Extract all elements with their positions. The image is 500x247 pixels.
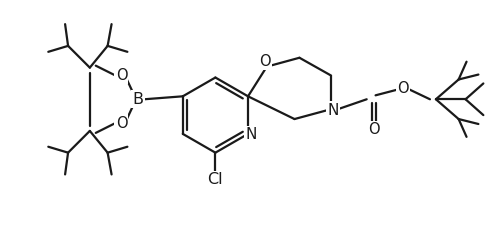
Text: N: N bbox=[246, 127, 256, 142]
Text: O: O bbox=[116, 116, 128, 130]
Text: O: O bbox=[116, 68, 128, 83]
Text: O: O bbox=[398, 81, 409, 96]
Text: N: N bbox=[328, 103, 338, 118]
Text: Cl: Cl bbox=[208, 172, 223, 187]
Text: B: B bbox=[133, 92, 144, 107]
Text: O: O bbox=[259, 54, 270, 69]
Text: O: O bbox=[368, 123, 380, 137]
